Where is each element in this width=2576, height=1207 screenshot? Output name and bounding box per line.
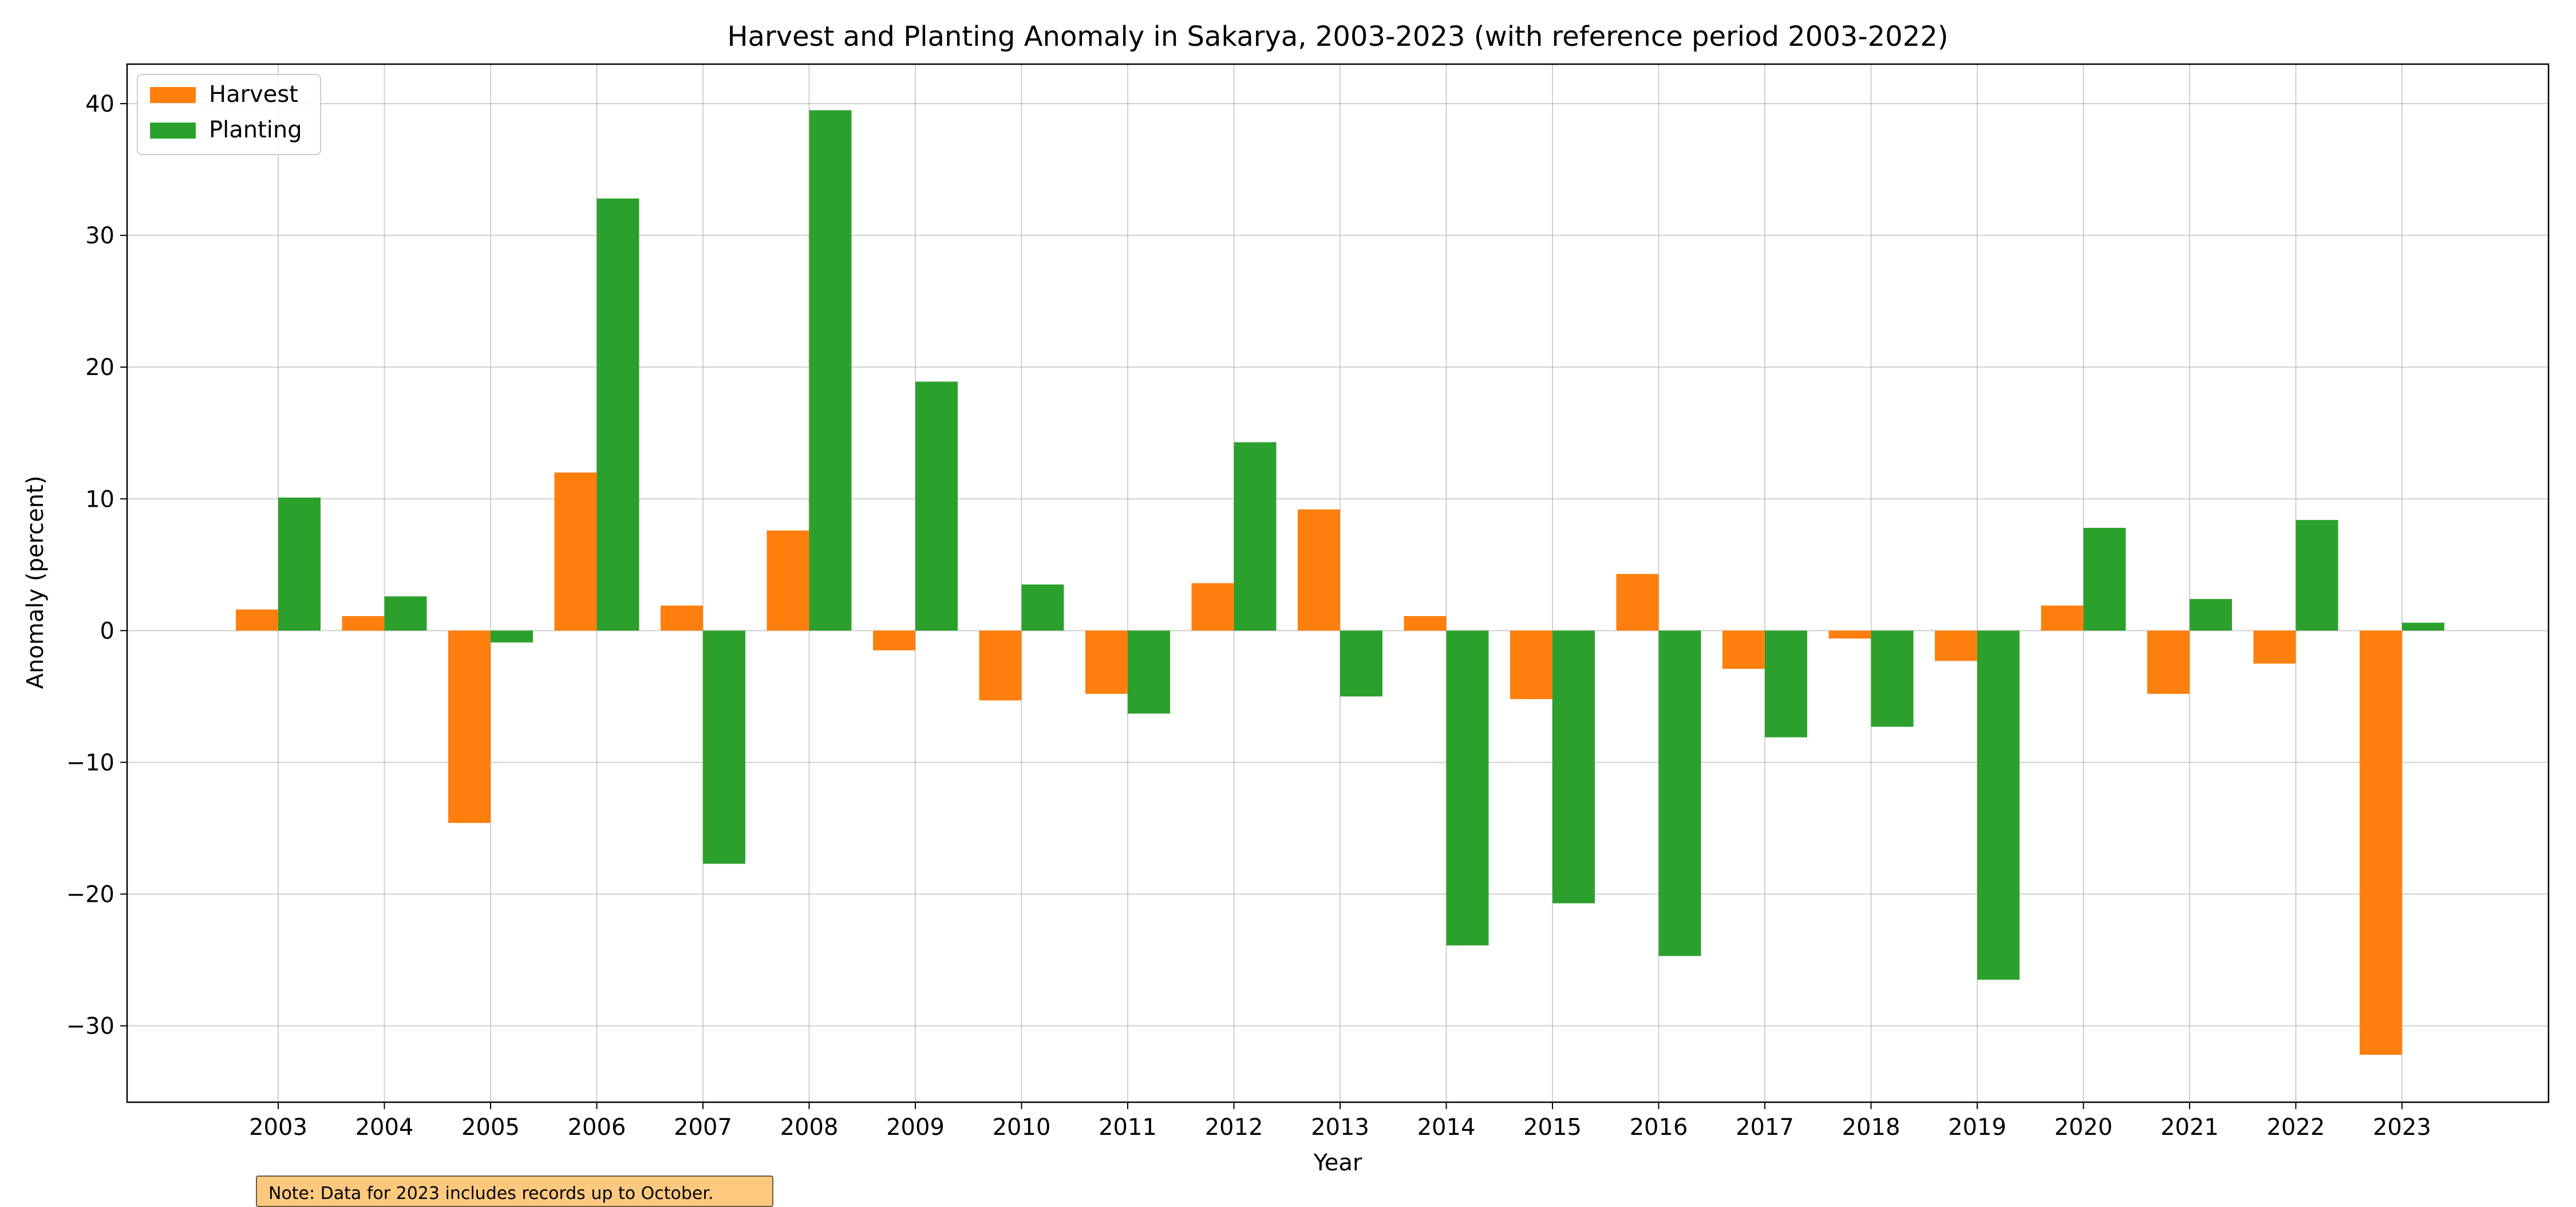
- y-tick-label: 30: [85, 223, 114, 249]
- bar-harvest-2009: [873, 630, 915, 650]
- x-tick-label: 2004: [355, 1114, 414, 1141]
- plot-frame: [126, 63, 2550, 1103]
- bar-harvest-2016: [1616, 574, 1659, 631]
- bar-planting-2009: [915, 381, 958, 631]
- x-tick-label: 2020: [2055, 1114, 2113, 1141]
- x-tick-label: 2006: [568, 1114, 626, 1141]
- x-tick-label: 2018: [1842, 1114, 1901, 1141]
- bar-planting-2012: [1234, 442, 1277, 631]
- bar-harvest-2003: [236, 609, 278, 631]
- bar-harvest-2020: [2041, 605, 2084, 631]
- x-tick-label: 2009: [886, 1114, 945, 1141]
- x-tick-label: 2003: [249, 1114, 307, 1141]
- legend-swatch-planting: [150, 123, 196, 139]
- bar-harvest-2007: [661, 605, 703, 631]
- bar-harvest-2008: [767, 530, 809, 631]
- chart-title: Harvest and Planting Anomaly in Sakarya,…: [727, 21, 1948, 53]
- bar-harvest-2005: [448, 630, 491, 823]
- bar-harvest-2006: [554, 472, 597, 631]
- bar-harvest-2013: [1298, 509, 1340, 631]
- bar-planting-2008: [809, 110, 852, 631]
- x-tick-label: 2013: [1311, 1114, 1369, 1141]
- bar-planting-2017: [1765, 630, 1807, 737]
- bar-harvest-2015: [1510, 630, 1552, 699]
- bar-harvest-2004: [342, 616, 385, 631]
- y-tick-label: 40: [85, 91, 114, 117]
- x-tick-label: 2005: [461, 1114, 520, 1141]
- bar-planting-2020: [2083, 527, 2126, 631]
- bar-planting-2004: [384, 596, 427, 631]
- y-axis-label: Anomaly (percent): [22, 476, 49, 689]
- bar-harvest-2011: [1085, 630, 1128, 694]
- y-tick-label: −20: [66, 881, 114, 908]
- y-tick-label: 10: [85, 486, 114, 512]
- y-tick-label: −10: [66, 750, 114, 776]
- y-tick-label: −30: [66, 1013, 114, 1040]
- bar-planting-2003: [278, 497, 321, 631]
- bar-harvest-2014: [1404, 616, 1447, 631]
- x-tick-label: 2014: [1417, 1114, 1476, 1141]
- bar-planting-2006: [596, 198, 639, 631]
- bar-harvest-2021: [2147, 630, 2190, 694]
- x-tick-label: 2007: [674, 1114, 732, 1141]
- bar-planting-2019: [1977, 630, 2020, 980]
- bar-planting-2011: [1128, 630, 1170, 714]
- legend: Harvest Planting: [137, 74, 321, 155]
- bar-planting-2013: [1340, 630, 1382, 697]
- bar-harvest-2018: [1828, 630, 1871, 639]
- bar-planting-2016: [1658, 630, 1701, 956]
- bars: [236, 110, 2444, 1055]
- bar-planting-2018: [1871, 630, 1914, 727]
- bar-harvest-2019: [1935, 630, 1977, 661]
- bar-planting-2010: [1021, 584, 1064, 631]
- bar-harvest-2022: [2253, 630, 2296, 664]
- x-tick-label: 2019: [1948, 1114, 2006, 1141]
- x-tick-label: 2010: [993, 1114, 1051, 1141]
- bar-planting-2021: [2190, 599, 2232, 631]
- x-tick-label: 2008: [780, 1114, 839, 1141]
- x-tick-label: 2017: [1736, 1114, 1794, 1141]
- bar-planting-2014: [1446, 630, 1489, 946]
- x-tick-label: 2015: [1523, 1114, 1582, 1141]
- bar-planting-2005: [491, 630, 533, 643]
- bar-harvest-2023: [2360, 630, 2402, 1055]
- legend-label-planting: Planting: [209, 117, 302, 143]
- bar-harvest-2012: [1191, 583, 1234, 631]
- x-tick-label: 2012: [1205, 1114, 1263, 1141]
- x-tick-label: 2011: [1099, 1114, 1157, 1141]
- y-tick-label: 20: [85, 354, 114, 381]
- bar-harvest-2010: [979, 630, 1022, 701]
- bar-planting-2015: [1552, 630, 1595, 904]
- legend-label-harvest: Harvest: [209, 81, 298, 108]
- x-tick-label: 2021: [2160, 1114, 2219, 1141]
- x-axis-label: Year: [1313, 1150, 1362, 1176]
- data-note: Note: Data for 2023 includes records up …: [256, 1176, 773, 1207]
- x-tick-label: 2016: [1630, 1114, 1688, 1141]
- bar-planting-2022: [2296, 520, 2338, 631]
- legend-swatch-harvest: [150, 87, 196, 103]
- bar-planting-2023: [2402, 622, 2444, 631]
- x-tick-label: 2022: [2267, 1114, 2325, 1141]
- x-tick-label: 2023: [2373, 1114, 2431, 1141]
- bar-harvest-2017: [1722, 630, 1765, 669]
- y-tick-label: 0: [100, 618, 114, 644]
- bar-planting-2007: [703, 630, 745, 864]
